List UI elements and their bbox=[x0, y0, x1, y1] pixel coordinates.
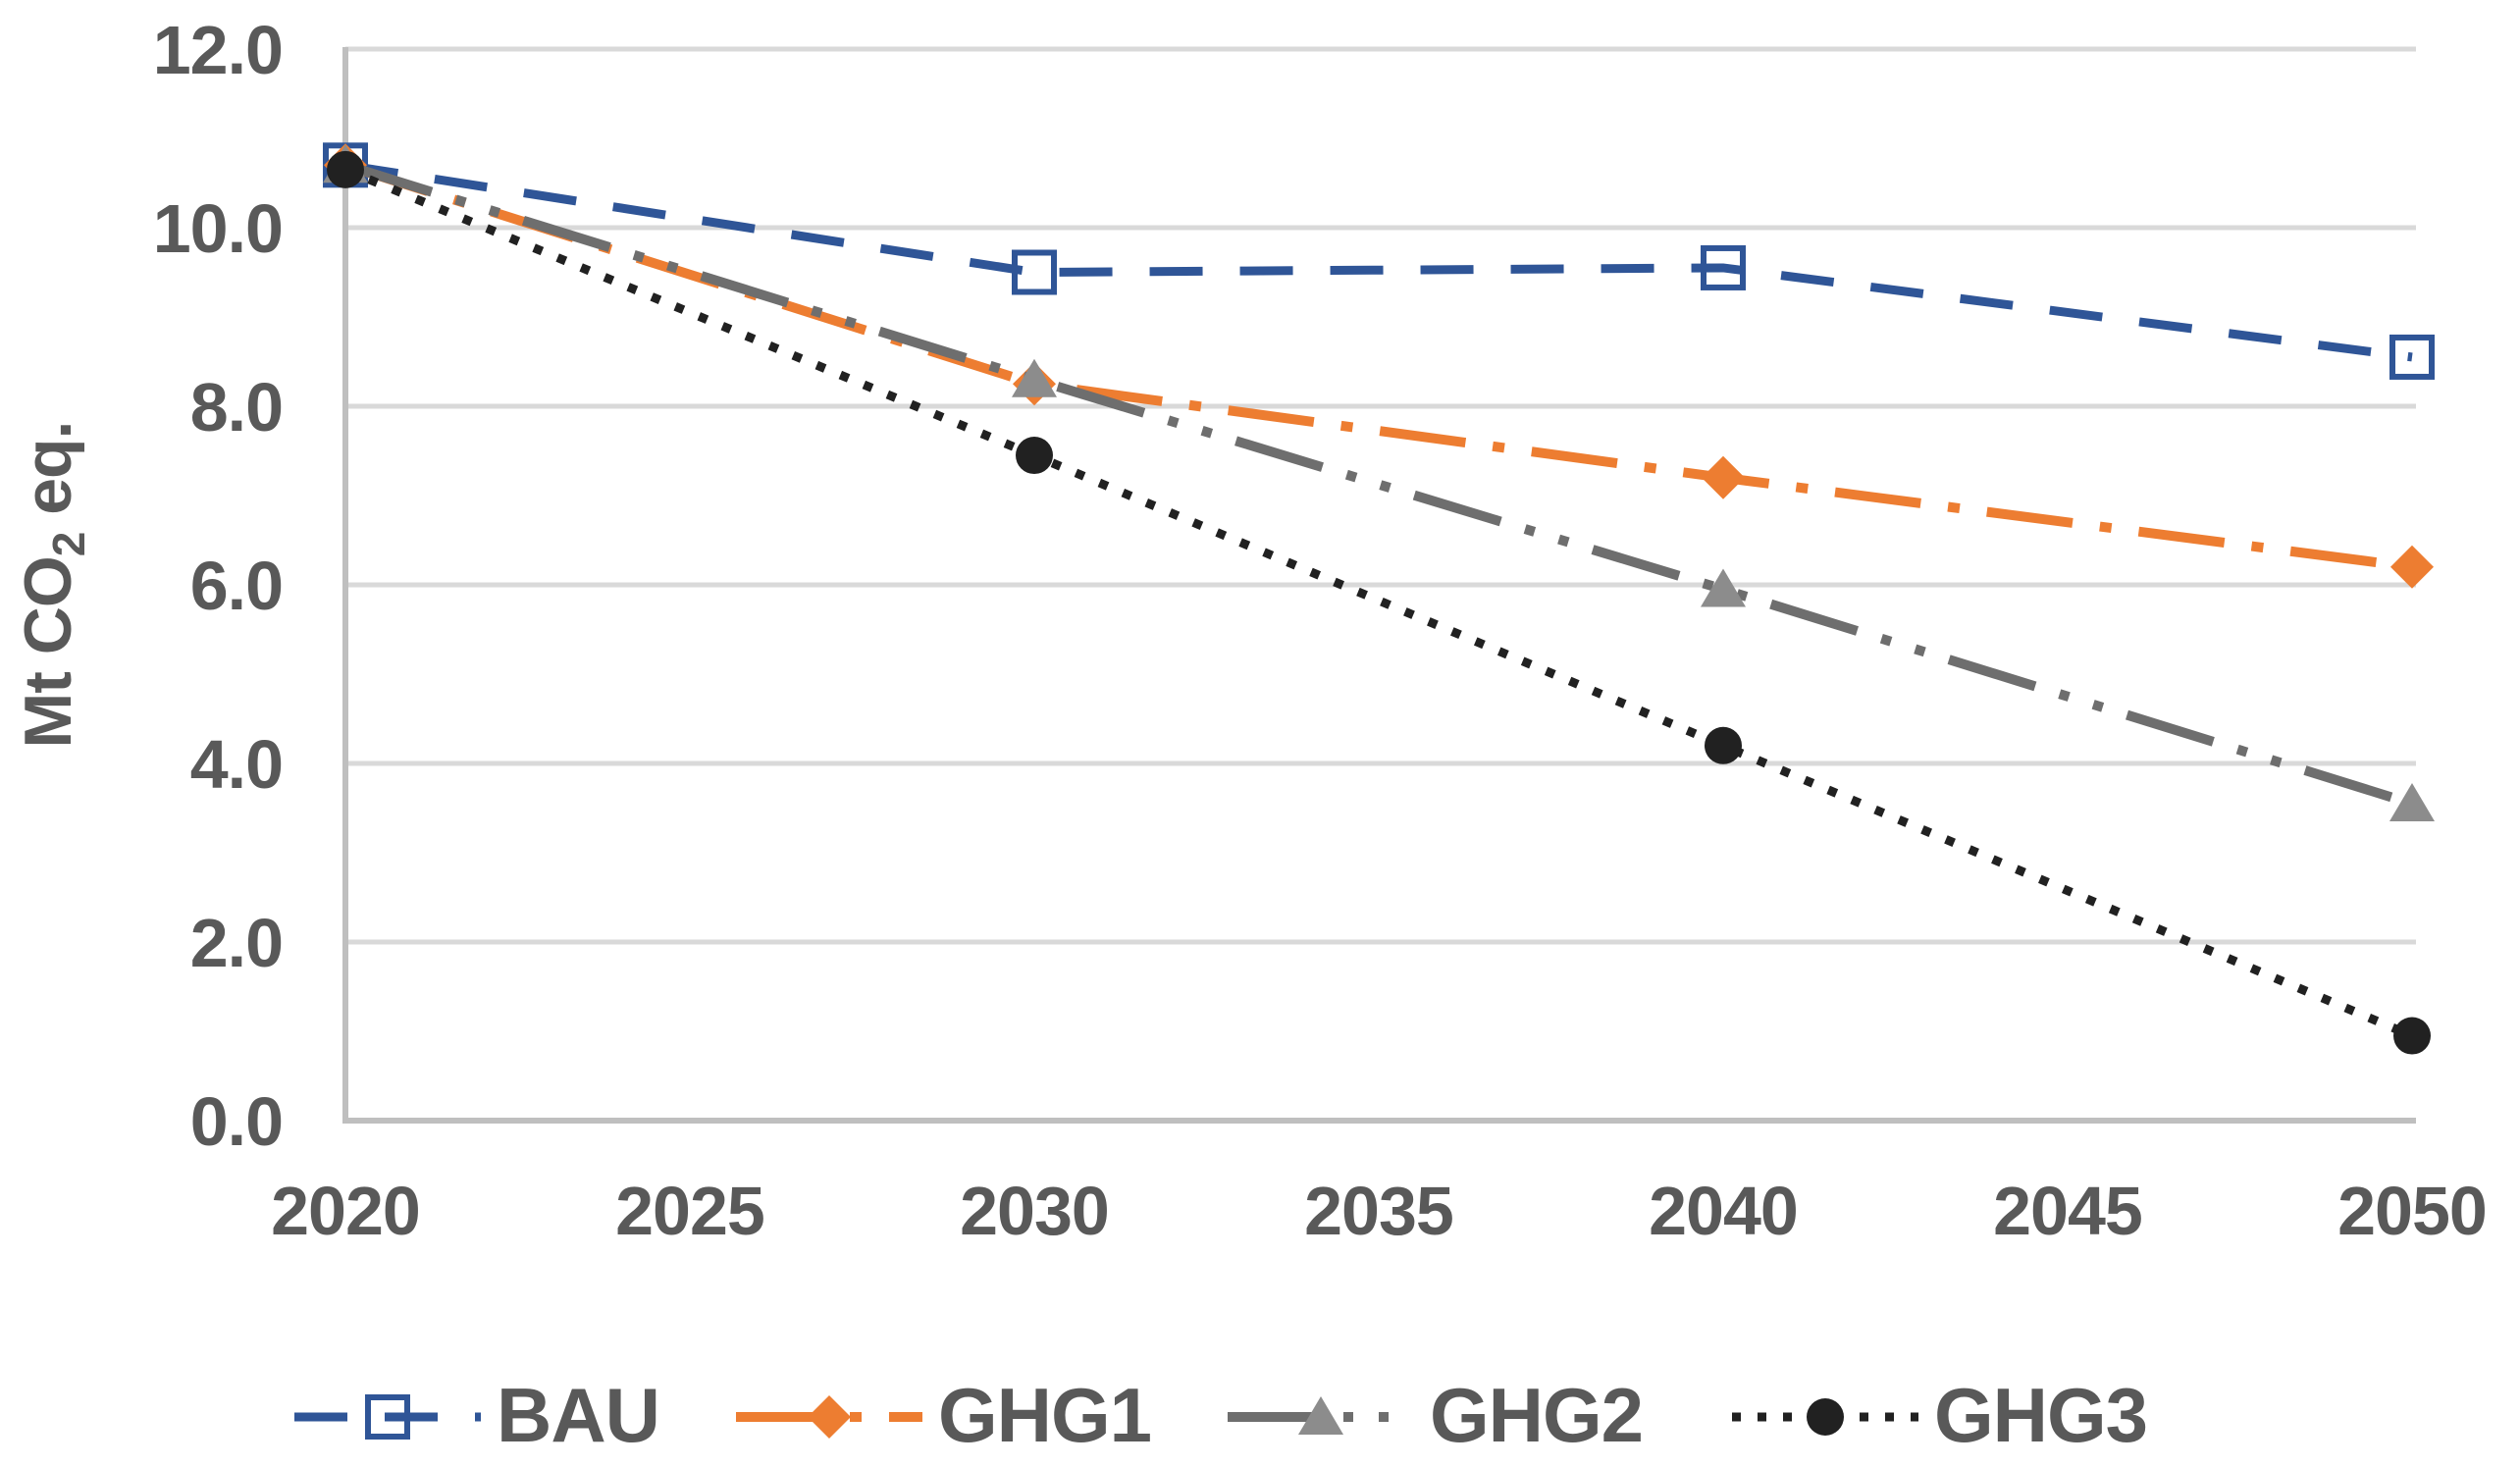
series-line-GHG1 bbox=[343, 160, 2413, 572]
legend-item-GHG3: GHG3 bbox=[1732, 1372, 2148, 1458]
marker-GHG1-2040 bbox=[1702, 455, 1745, 499]
marker-BAU-2030 bbox=[1012, 249, 1057, 295]
y-tick-label-2.0: 2.0 bbox=[190, 905, 283, 981]
series-line-BAU bbox=[344, 160, 2413, 362]
x-tick-label-2050: 2050 bbox=[2337, 1173, 2487, 1249]
marker-BAU-2050 bbox=[2389, 334, 2435, 380]
marker-GHG3-2040 bbox=[1705, 726, 1742, 764]
marker-GHG3-2030 bbox=[1016, 437, 1053, 475]
y-tick-label-0.0: 0.0 bbox=[190, 1083, 283, 1160]
y-tick-label-8.0: 8.0 bbox=[190, 369, 283, 445]
series-line-GHG2 bbox=[343, 160, 2414, 809]
marker-GHG1-2050 bbox=[2390, 545, 2434, 589]
marker-GHG3-2020 bbox=[327, 150, 364, 188]
x-tick-label-2030: 2030 bbox=[960, 1173, 1109, 1249]
marker-GHG2-2040 bbox=[1701, 568, 1746, 607]
marker-GHG3-2050 bbox=[2393, 1017, 2431, 1055]
legend-marker-GHG2 bbox=[1298, 1396, 1343, 1435]
marker-GHG2-2050 bbox=[2389, 782, 2435, 821]
legend-label-GHG3: GHG3 bbox=[1934, 1372, 2147, 1458]
x-tick-label-2045: 2045 bbox=[1993, 1173, 2142, 1249]
series-GHG3 bbox=[327, 150, 2431, 1055]
legend-item-BAU: BAU bbox=[294, 1372, 660, 1458]
marker-BAU-2040 bbox=[1701, 244, 1746, 290]
x-tick-label-2025: 2025 bbox=[615, 1173, 764, 1249]
legend-label-BAU: BAU bbox=[497, 1372, 659, 1458]
legend-item-GHG2: GHG2 bbox=[1228, 1372, 1644, 1458]
y-tick-label-6.0: 6.0 bbox=[190, 548, 283, 624]
legend-item-GHG1: GHG1 bbox=[736, 1372, 1152, 1458]
x-tick-label-2035: 2035 bbox=[1304, 1173, 1453, 1249]
legend-label-GHG2: GHG2 bbox=[1430, 1372, 1643, 1458]
y-axis-title: Mt CO2 eq. bbox=[11, 422, 94, 749]
series-line-GHG3 bbox=[343, 165, 2414, 1040]
x-tick-label-2040: 2040 bbox=[1649, 1173, 1798, 1249]
legend-marker-BAU bbox=[365, 1394, 410, 1440]
series-GHG2 bbox=[323, 144, 2435, 821]
legend: BAU GHG1 GHG2 GHG3 bbox=[294, 1372, 2148, 1458]
legend-marker-GHG1 bbox=[808, 1395, 851, 1439]
marker-GHG2-2030 bbox=[1012, 358, 1057, 397]
y-tick-label-12.0: 12.0 bbox=[153, 12, 283, 88]
y-tick-label-4.0: 4.0 bbox=[190, 726, 283, 803]
legend-label-GHG1: GHG1 bbox=[938, 1372, 1151, 1458]
legend-marker-GHG3 bbox=[1807, 1398, 1844, 1436]
y-tick-label-10.0: 10.0 bbox=[153, 190, 283, 267]
x-tick-label-2020: 2020 bbox=[271, 1173, 420, 1249]
